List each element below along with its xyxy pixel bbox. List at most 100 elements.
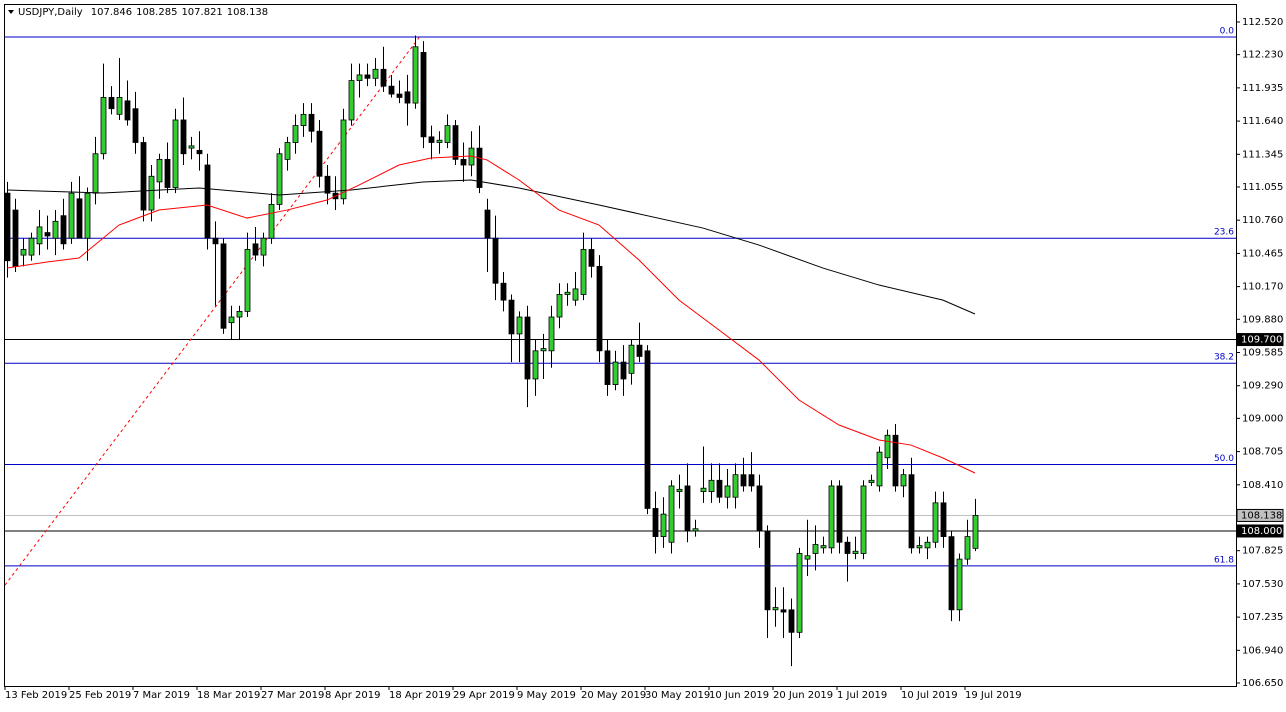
candle-body <box>228 316 235 324</box>
candle-body <box>852 550 859 554</box>
moving-average <box>6 179 976 315</box>
candle-body <box>268 204 275 239</box>
candle-body <box>932 502 939 543</box>
candle-body <box>700 487 707 492</box>
candle-body <box>476 147 483 188</box>
candle-body <box>908 474 915 549</box>
y-tick-label: 112.520 <box>1242 17 1283 28</box>
x-tick-label: 20 May 2019 <box>581 690 646 701</box>
candle-body <box>356 74 363 81</box>
candle-body <box>588 249 595 267</box>
candle-body <box>916 545 923 549</box>
candle-body <box>44 232 51 237</box>
candle-body <box>140 142 147 211</box>
candle-body <box>564 291 571 295</box>
menu-arrow[interactable] <box>8 10 14 14</box>
candle-body <box>444 125 451 143</box>
x-tick-label: 13 Feb 2019 <box>5 690 67 701</box>
fib-label: 23.6 <box>1214 228 1234 238</box>
candle-body <box>108 97 115 110</box>
candle-body <box>628 344 635 374</box>
candle-body <box>212 237 219 245</box>
candle-body <box>516 316 523 335</box>
price-box <box>1236 333 1284 347</box>
x-tick-label: 25 Feb 2019 <box>69 690 131 701</box>
candle-body <box>732 474 739 498</box>
candle-body <box>748 474 755 487</box>
candle-body <box>260 237 267 256</box>
candle-body <box>892 434 899 487</box>
candle-body <box>804 555 811 560</box>
candle-body <box>92 153 99 194</box>
candle-body <box>52 220 59 239</box>
candle-body <box>188 145 195 149</box>
candle-body <box>28 237 35 256</box>
candle-body <box>964 536 971 560</box>
candle-body <box>12 209 19 267</box>
x-tick-label: 8 Apr 2019 <box>325 690 380 701</box>
candle-body <box>340 119 347 200</box>
candle-body <box>236 310 243 318</box>
candle-body <box>156 158 163 183</box>
fib-label: 50.0 <box>1214 454 1234 464</box>
x-tick-label: 10 Jul 2019 <box>901 690 958 701</box>
candle-body <box>652 508 659 538</box>
candle-body <box>844 541 851 554</box>
candle-body <box>172 119 179 188</box>
candle-body <box>692 528 699 532</box>
y-tick-label: 111.935 <box>1242 83 1283 94</box>
candle-body <box>284 142 291 160</box>
candle-body <box>292 125 299 143</box>
x-tick-label: 30 May 2019 <box>645 690 710 701</box>
candle-body <box>532 350 539 380</box>
x-tick-label: 29 Apr 2019 <box>453 690 515 701</box>
candle-body <box>60 215 67 245</box>
header-value: 107.821 <box>181 7 222 18</box>
candle-body <box>860 485 867 554</box>
candle-body <box>300 113 307 126</box>
candle-body <box>644 350 651 509</box>
candle-body <box>612 361 619 385</box>
candle-body <box>308 113 315 132</box>
y-tick-label: 110.170 <box>1242 282 1283 293</box>
candle-body <box>220 243 227 329</box>
candle-body <box>636 344 643 357</box>
candle-body <box>972 515 979 549</box>
candle-body <box>396 93 403 98</box>
y-tick-label: 112.230 <box>1242 50 1283 61</box>
fib-label: 38.2 <box>1214 353 1234 363</box>
y-tick-label: 109.290 <box>1242 381 1283 392</box>
candle-body <box>828 485 835 549</box>
candle-body <box>316 130 323 177</box>
candle-body <box>684 485 691 532</box>
candle-body <box>756 485 763 532</box>
candle-body <box>780 609 787 613</box>
header-value: 107.846 <box>91 7 132 18</box>
candle-body <box>412 46 419 104</box>
candle-body <box>492 237 499 284</box>
x-tick-label: 19 Jul 2019 <box>965 690 1022 701</box>
candle-body <box>788 609 795 633</box>
x-tick-label: 1 Jul 2019 <box>837 690 887 701</box>
candle-body <box>524 316 531 380</box>
candle-body <box>716 479 723 498</box>
candle-body <box>708 479 715 492</box>
y-tick-label: 107.825 <box>1242 546 1283 557</box>
candle-body <box>508 299 515 335</box>
y-tick-label: 108.410 <box>1242 480 1283 491</box>
candle-body <box>572 288 579 301</box>
x-tick-label: 18 Apr 2019 <box>389 690 451 701</box>
candle-body <box>924 541 931 549</box>
candle-body <box>348 80 355 121</box>
candle-body <box>132 108 139 143</box>
fib-label: 0.0 <box>1220 26 1235 36</box>
price-box-label: 109.700 <box>1241 335 1282 346</box>
candle-body <box>580 249 587 295</box>
candle-body <box>500 282 507 301</box>
candle-body <box>380 68 387 87</box>
y-tick-label: 107.530 <box>1242 579 1283 590</box>
candle-body <box>4 192 11 262</box>
candle-body <box>900 474 907 487</box>
candle-body <box>404 91 411 104</box>
x-tick-label: 10 Jun 2019 <box>709 690 769 701</box>
